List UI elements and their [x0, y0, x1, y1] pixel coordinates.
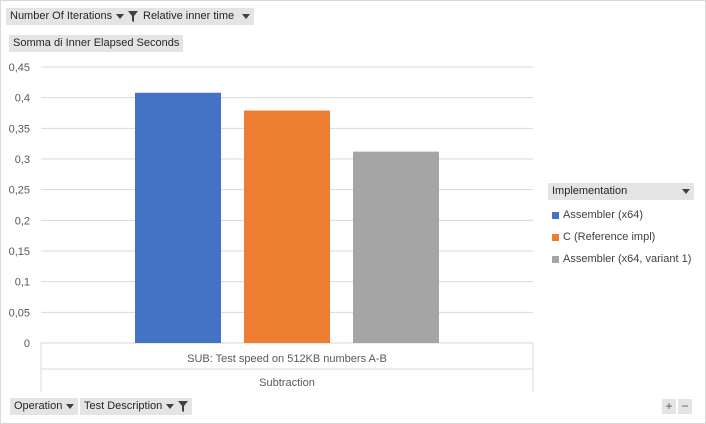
legend-label: Assembler (x64) [563, 209, 644, 221]
legend-swatch [552, 211, 559, 219]
y-tick-label: 0,2 [15, 215, 30, 227]
y-tick-label: 0,05 [9, 307, 30, 319]
y-tick-label: 0,25 [9, 185, 30, 197]
legend-swatch [552, 255, 559, 263]
legend-label: Assembler (x64, variant 1) [563, 253, 692, 265]
filter-icon [128, 11, 139, 22]
y-tick-label: 0 [24, 338, 30, 350]
test-description-label: Test Description [84, 400, 163, 412]
collapse-button[interactable]: − [678, 399, 692, 414]
operation-field-button[interactable]: Operation [10, 398, 79, 415]
dropdown-arrow-icon [166, 404, 175, 409]
dropdown-arrow-icon [242, 14, 251, 19]
dropdown-arrow-icon [116, 14, 125, 19]
legend-item[interactable]: Assembler (x64, variant 1) [548, 248, 694, 270]
relative-inner-time-field-button[interactable]: Relative inner time [139, 8, 255, 25]
group-label: Subtraction [259, 377, 315, 389]
dropdown-arrow-icon [682, 183, 690, 200]
legend: Implementation Assembler (x64) C (Refere… [548, 183, 694, 270]
bar[interactable] [135, 92, 221, 343]
legend-item[interactable]: Assembler (x64) [548, 204, 694, 226]
y-tick-label: 0,4 [15, 93, 30, 105]
expand-button[interactable]: + [662, 399, 676, 414]
implementation-field-button[interactable]: Implementation [548, 183, 694, 200]
legend-swatch [552, 233, 559, 241]
bar[interactable] [244, 110, 330, 344]
legend-title: Implementation [552, 185, 628, 197]
filter-icon [178, 401, 189, 412]
legend-label: C (Reference impl) [563, 231, 656, 243]
y-tick-label: 0,3 [15, 154, 30, 166]
dropdown-arrow-icon [66, 404, 75, 409]
number-of-iterations-label: Number Of Iterations [10, 10, 113, 22]
y-tick-label: 0,45 [9, 62, 30, 74]
relative-inner-time-label: Relative inner time [143, 10, 235, 22]
y-tick-label: 0,1 [15, 277, 30, 289]
number-of-iterations-field-button[interactable]: Number Of Iterations [6, 8, 143, 25]
y-tick-label: 0,15 [9, 246, 30, 258]
bar[interactable] [353, 151, 439, 343]
category-label: SUB: Test speed on 512KB numbers A-B [187, 353, 387, 365]
legend-item[interactable]: C (Reference impl) [548, 226, 694, 248]
test-description-field-button[interactable]: Test Description [80, 398, 193, 415]
value-field-button[interactable]: Somma di Inner Elapsed Seconds [9, 35, 184, 52]
y-tick-label: 0,35 [9, 123, 30, 135]
operation-label: Operation [14, 400, 63, 412]
